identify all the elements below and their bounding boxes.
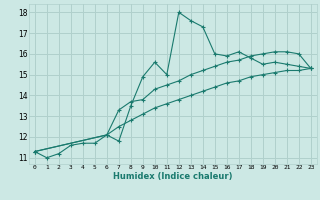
X-axis label: Humidex (Indice chaleur): Humidex (Indice chaleur) — [113, 172, 233, 181]
